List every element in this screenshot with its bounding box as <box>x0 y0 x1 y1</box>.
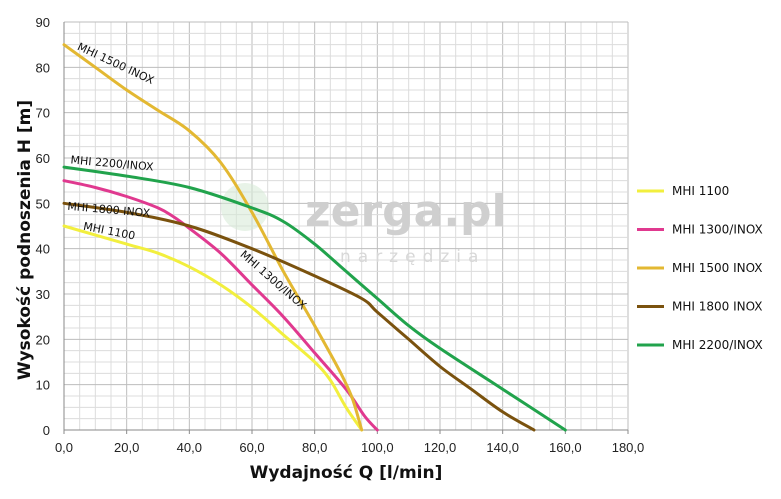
watermark-sub-text: narzędzia <box>340 247 485 267</box>
curve-label: MHI 1500 INOX <box>75 40 156 87</box>
y-tick-label: 20 <box>36 332 50 347</box>
x-tick-label: 100,0 <box>361 440 394 455</box>
series-line-mhi-1500-inox <box>62 43 364 432</box>
x-tick-label: 20,0 <box>114 440 139 455</box>
y-tick-label: 80 <box>36 60 50 75</box>
series-line-mhi-1800-inox <box>62 201 536 432</box>
legend-label: MHI 1500 INOX <box>672 261 763 275</box>
y-tick-label: 60 <box>36 151 50 166</box>
x-tick-label: 0,0 <box>55 440 73 455</box>
series-lines <box>62 43 567 432</box>
x-tick-label: 180,0 <box>612 440 645 455</box>
y-tick-label: 70 <box>36 106 50 121</box>
y-tick-label: 40 <box>36 242 50 257</box>
y-tick-label: 50 <box>36 196 50 211</box>
x-axis-title: Wydajność Q [l/min] <box>250 463 443 483</box>
series-line-mhi-1100 <box>62 224 364 432</box>
legend-label: MHI 2200/INOX <box>672 338 763 352</box>
y-tick-label: 10 <box>36 378 50 393</box>
legend-label: MHI 1300/INOX <box>672 223 763 237</box>
axes: 0,0 20,0 40,0 60,0 80,0 100,0 120,0 140,0 160,0 1… <box>36 15 645 455</box>
x-tick-label: 80,0 <box>302 440 327 455</box>
legend: MHI 1100 MHI 1300/INOX MHI 1500 INOX MHI 18… <box>637 184 763 352</box>
x-tick-label: 60,0 <box>239 440 264 455</box>
legend-label: MHI 1800 INOX <box>672 300 763 314</box>
legend-label: MHI 1100 <box>672 184 729 198</box>
y-axis-title: Wysokość podnoszenia H [m] <box>15 100 35 380</box>
x-tick-label: 40,0 <box>177 440 202 455</box>
y-tick-label: 90 <box>36 15 50 30</box>
watermark-logo-icon <box>221 183 269 231</box>
y-tick-label: 0 <box>43 423 50 438</box>
y-tick-label: 30 <box>36 287 50 302</box>
x-tick-label: 140,0 <box>486 440 519 455</box>
x-tick-label: 120,0 <box>424 440 457 455</box>
series-line-mhi-2200-inox <box>62 165 567 432</box>
series-line-mhi-1300-inox <box>62 179 379 432</box>
watermark: zerga.pl narzędzia <box>221 183 507 267</box>
watermark-main-text: zerga.pl <box>305 186 507 237</box>
x-tick-label: 160,0 <box>549 440 582 455</box>
